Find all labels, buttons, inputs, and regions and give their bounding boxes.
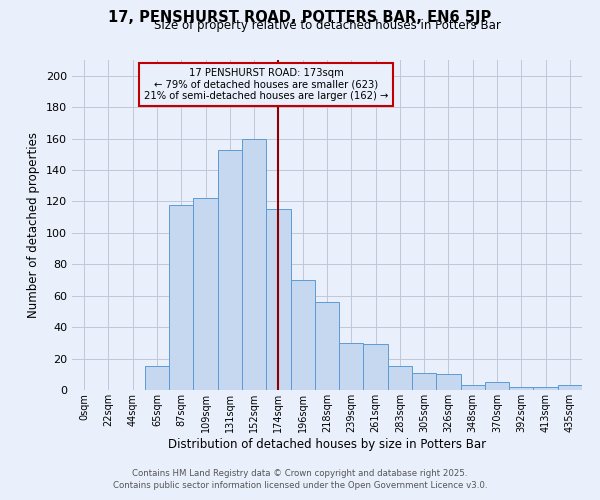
Text: 17 PENSHURST ROAD: 173sqm
← 79% of detached houses are smaller (623)
21% of semi: 17 PENSHURST ROAD: 173sqm ← 79% of detac… — [144, 68, 388, 101]
Text: Contains HM Land Registry data © Crown copyright and database right 2025.
Contai: Contains HM Land Registry data © Crown c… — [113, 468, 487, 490]
Title: Size of property relative to detached houses in Potters Bar: Size of property relative to detached ho… — [154, 20, 500, 32]
Bar — [169, 204, 193, 390]
X-axis label: Distribution of detached houses by size in Potters Bar: Distribution of detached houses by size … — [168, 438, 486, 450]
Bar — [218, 150, 242, 390]
Bar — [242, 138, 266, 390]
Text: 17, PENSHURST ROAD, POTTERS BAR, EN6 5JP: 17, PENSHURST ROAD, POTTERS BAR, EN6 5JP — [109, 10, 491, 25]
Bar — [339, 343, 364, 390]
Bar — [315, 302, 339, 390]
Bar — [290, 280, 315, 390]
Bar — [388, 366, 412, 390]
Bar — [485, 382, 509, 390]
Bar — [412, 372, 436, 390]
Bar — [461, 386, 485, 390]
Bar — [436, 374, 461, 390]
Bar — [558, 386, 582, 390]
Bar — [145, 366, 169, 390]
Bar — [533, 387, 558, 390]
Bar — [364, 344, 388, 390]
Bar — [193, 198, 218, 390]
Y-axis label: Number of detached properties: Number of detached properties — [28, 132, 40, 318]
Bar — [509, 387, 533, 390]
Bar — [266, 210, 290, 390]
